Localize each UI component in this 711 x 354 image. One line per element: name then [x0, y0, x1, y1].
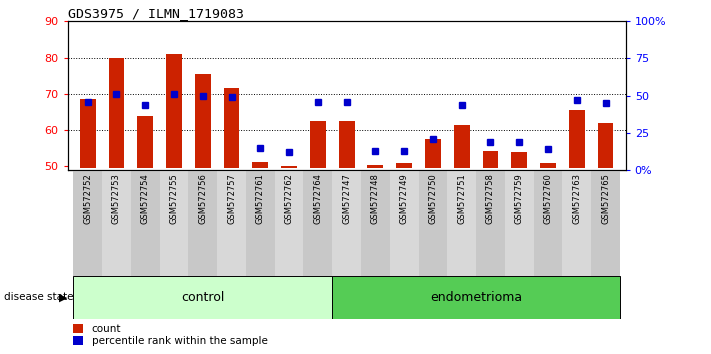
Bar: [540, 163, 556, 168]
Bar: [217, 170, 246, 276]
Bar: [390, 170, 419, 276]
Bar: [338, 121, 355, 168]
Bar: [361, 170, 390, 276]
Bar: [102, 170, 131, 276]
Text: control: control: [181, 291, 225, 304]
Text: GDS3975 / ILMN_1719083: GDS3975 / ILMN_1719083: [68, 7, 244, 20]
Bar: [476, 170, 505, 276]
Bar: [598, 123, 614, 168]
Text: GSM572755: GSM572755: [169, 173, 178, 224]
Legend: count, percentile rank within the sample: count, percentile rank within the sample: [73, 324, 267, 346]
Text: ▶: ▶: [59, 292, 68, 302]
Text: GSM572759: GSM572759: [515, 173, 524, 224]
Bar: [73, 170, 102, 276]
Bar: [534, 170, 562, 276]
Bar: [419, 170, 447, 276]
Bar: [310, 121, 326, 168]
Bar: [274, 170, 304, 276]
Bar: [454, 125, 469, 168]
Bar: [166, 54, 182, 168]
Text: disease state: disease state: [4, 292, 73, 302]
Bar: [73, 276, 332, 319]
Text: GSM572756: GSM572756: [198, 173, 208, 224]
Bar: [252, 161, 268, 168]
Text: GSM572754: GSM572754: [141, 173, 150, 224]
Text: GSM572765: GSM572765: [601, 173, 610, 224]
Bar: [332, 276, 620, 319]
Text: GSM572747: GSM572747: [342, 173, 351, 224]
Bar: [137, 115, 153, 168]
Bar: [332, 170, 361, 276]
Text: GSM572753: GSM572753: [112, 173, 121, 224]
Text: GSM572764: GSM572764: [314, 173, 322, 224]
Bar: [80, 99, 95, 168]
Text: GSM572752: GSM572752: [83, 173, 92, 224]
Bar: [569, 110, 584, 168]
Bar: [109, 57, 124, 168]
Bar: [511, 152, 527, 168]
Bar: [447, 170, 476, 276]
Bar: [591, 170, 620, 276]
Bar: [281, 166, 297, 168]
Text: GSM572749: GSM572749: [400, 173, 409, 224]
Text: GSM572757: GSM572757: [227, 173, 236, 224]
Text: endometrioma: endometrioma: [430, 291, 522, 304]
Text: GSM572751: GSM572751: [457, 173, 466, 224]
Bar: [131, 170, 159, 276]
Text: GSM572763: GSM572763: [572, 173, 582, 224]
Bar: [425, 139, 441, 168]
Text: GSM572750: GSM572750: [429, 173, 437, 224]
Bar: [505, 170, 534, 276]
Bar: [195, 74, 210, 168]
Bar: [483, 151, 498, 168]
Bar: [188, 170, 217, 276]
Bar: [224, 88, 240, 168]
Bar: [368, 165, 383, 168]
Text: GSM572758: GSM572758: [486, 173, 495, 224]
Bar: [246, 170, 274, 276]
Text: GSM572760: GSM572760: [543, 173, 552, 224]
Bar: [562, 170, 591, 276]
Bar: [396, 163, 412, 168]
Text: GSM572748: GSM572748: [371, 173, 380, 224]
Bar: [159, 170, 188, 276]
Bar: [304, 170, 332, 276]
Text: GSM572761: GSM572761: [256, 173, 264, 224]
Text: GSM572762: GSM572762: [284, 173, 294, 224]
